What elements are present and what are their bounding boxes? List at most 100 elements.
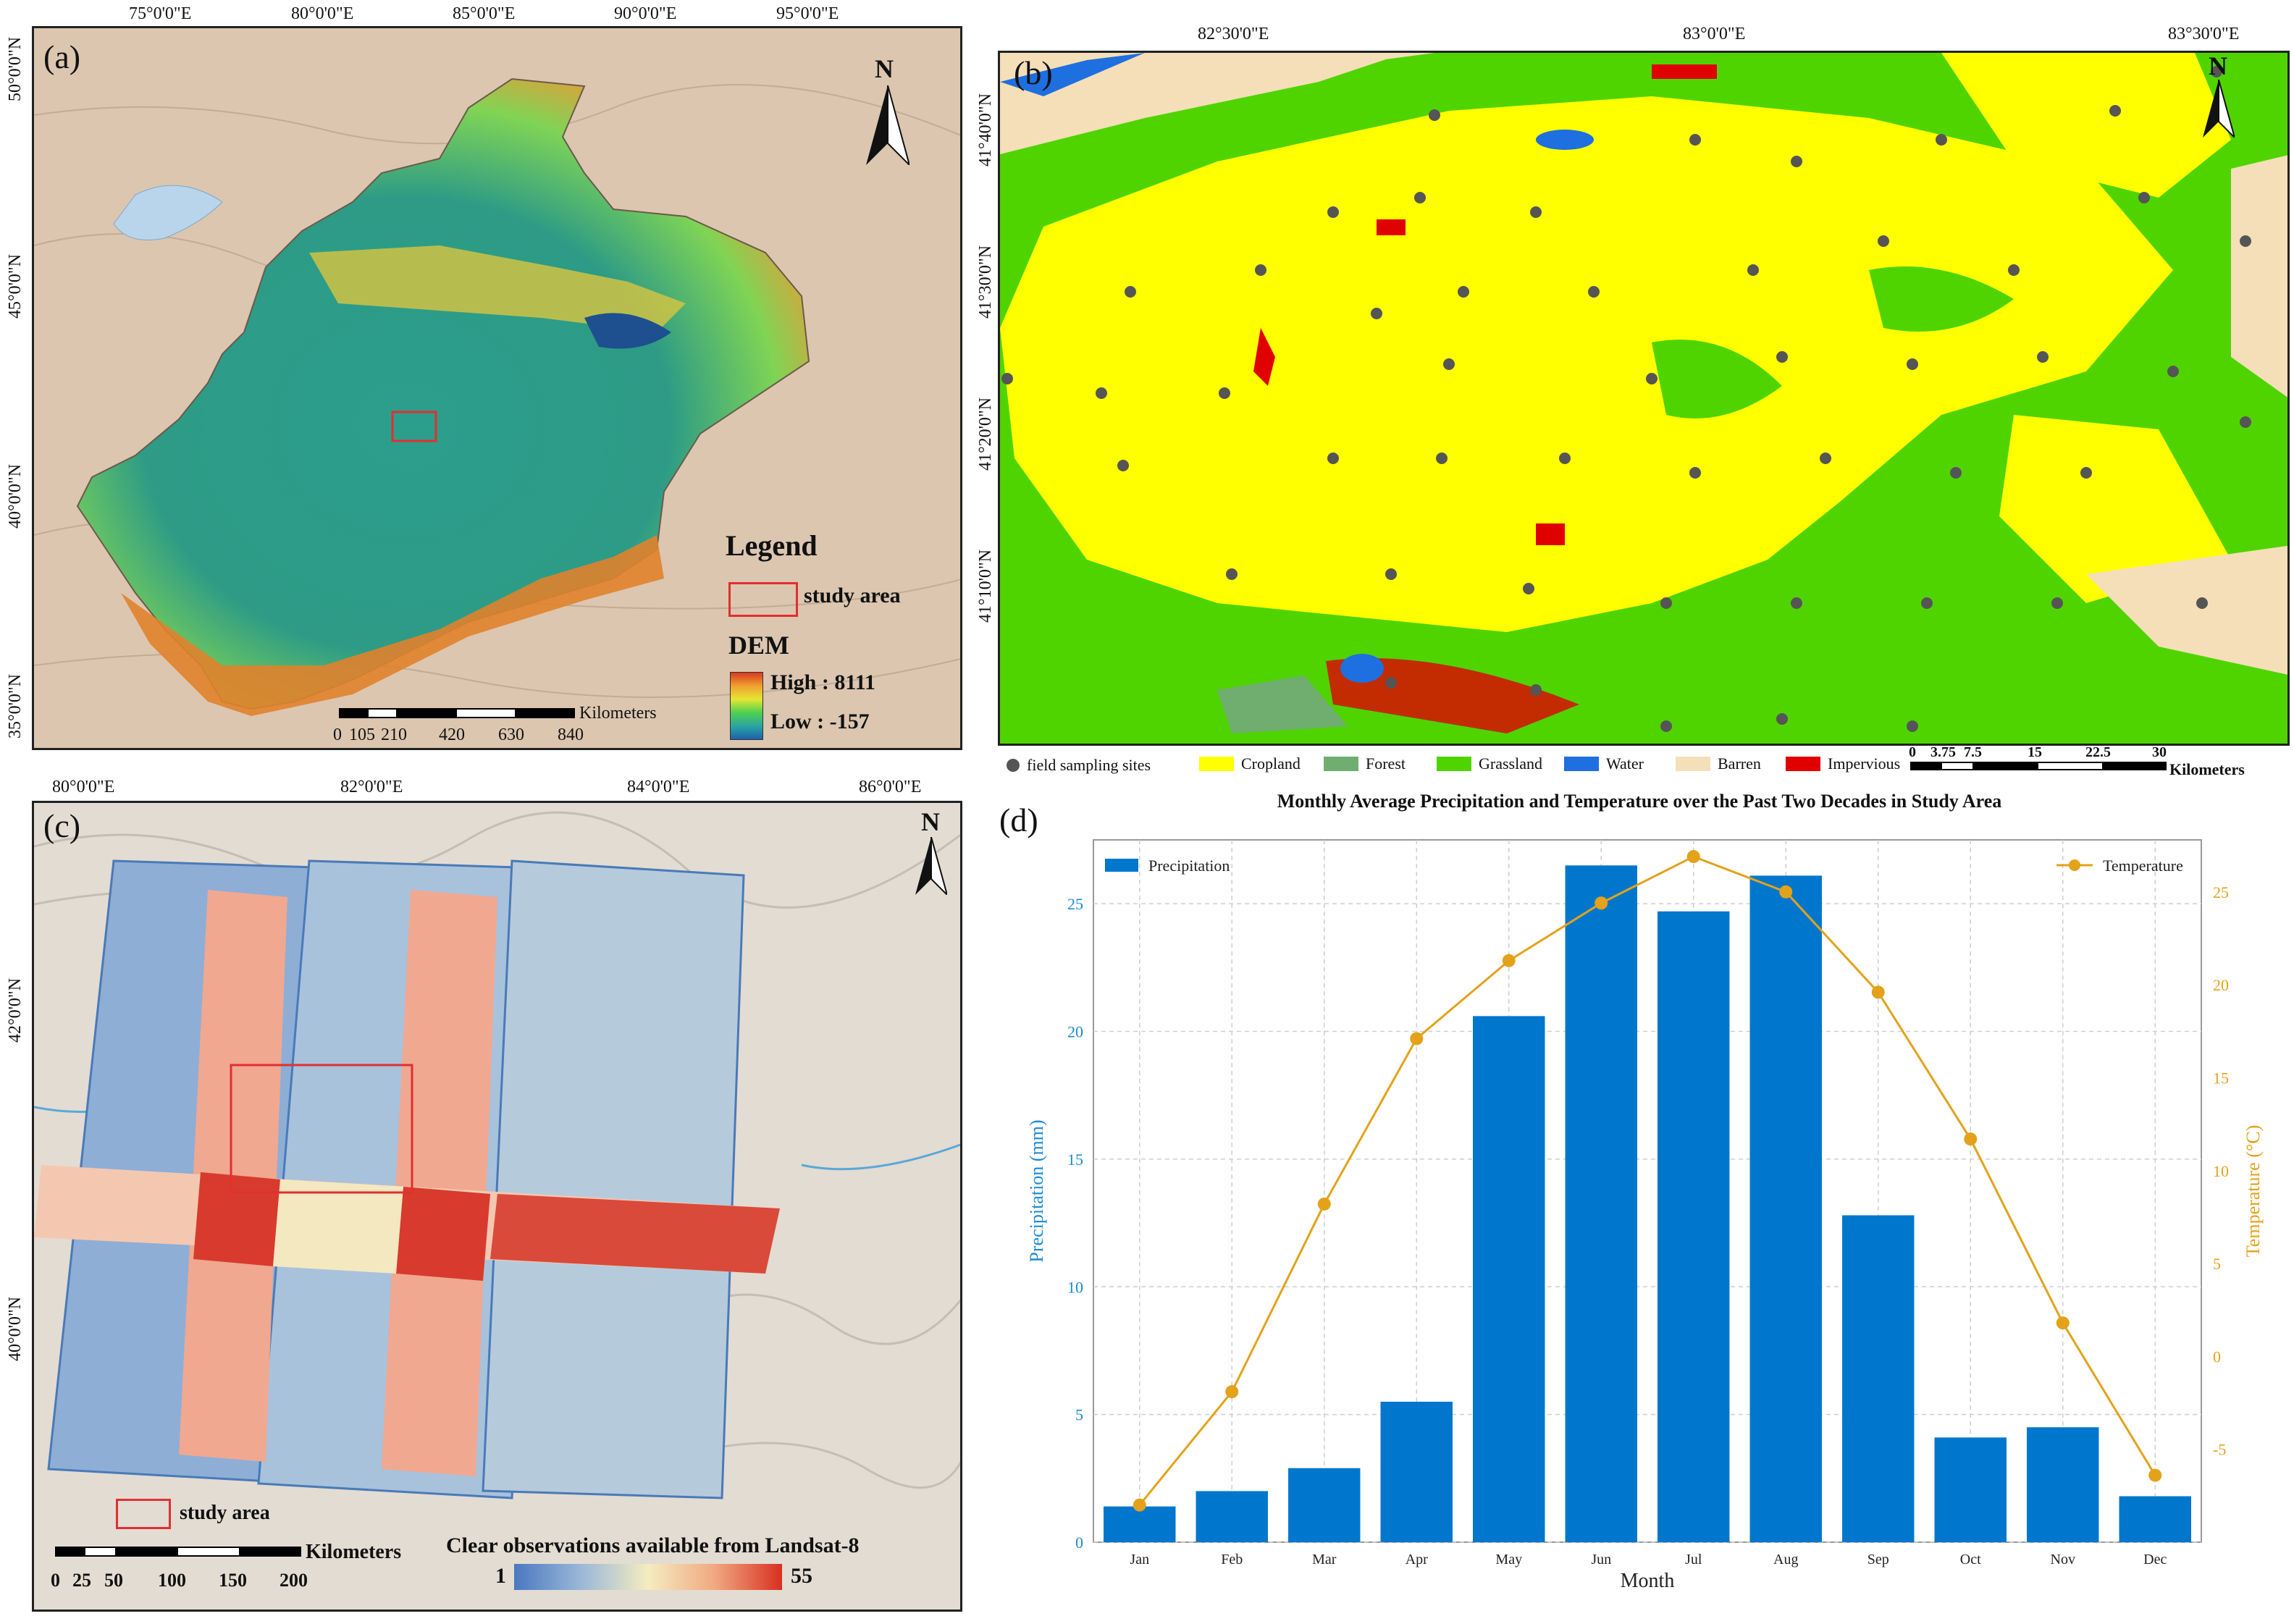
north-label: N <box>921 807 940 836</box>
sampling-site-icon <box>1007 759 1020 772</box>
lon-tick: 83°30'0"E <box>2168 25 2240 43</box>
lon-tick: 86°0'0"E <box>859 778 922 796</box>
legend-item: Water <box>1564 754 1644 773</box>
scale-label: 630 <box>498 725 524 744</box>
scale-label: 0 <box>333 725 342 744</box>
x-tick-label: Jan <box>1130 1552 1149 1568</box>
precipitation-bar <box>1288 1468 1361 1542</box>
water-swatch <box>1564 757 1599 771</box>
precipitation-bar <box>1473 1016 1545 1542</box>
scale-bar <box>55 1547 301 1557</box>
panel-a-map <box>32 26 962 750</box>
y-left-tick-label: 15 <box>1067 1150 1083 1169</box>
plot-area <box>1093 839 2202 1543</box>
precipitation-bar <box>1658 911 1730 1542</box>
precipitation-bar <box>2027 1427 2099 1542</box>
legend-item: Impervious <box>1786 754 1900 773</box>
scale-label: 50 <box>104 1570 123 1591</box>
precipitation-bar <box>1842 1215 1915 1542</box>
lon-tick: 90°0'0"E <box>614 4 677 23</box>
lat-tick: 45°0'0"N <box>6 253 25 319</box>
panel-b-map <box>998 51 2290 746</box>
north-label: N <box>2209 51 2227 80</box>
precipitation-bar <box>1565 865 1637 1542</box>
barren-swatch <box>1676 757 1710 771</box>
panel-c-label: (c) <box>43 807 81 844</box>
study-area-box <box>230 1064 413 1194</box>
study-area-swatch <box>116 1499 171 1529</box>
y-left-tick-label: 0 <box>1075 1533 1083 1552</box>
scale-label: 420 <box>439 725 465 744</box>
panel-a-label: (a) <box>43 38 81 75</box>
panel-c-map <box>32 801 962 1612</box>
x-axis-label: Month <box>1621 1570 1675 1592</box>
lat-tick: 41°20'0"N <box>976 397 995 471</box>
y-right-tick-label: 20 <box>2213 976 2229 994</box>
precipitation-bar <box>1749 875 1822 1542</box>
study-area-label: study area <box>180 1502 270 1524</box>
chart-title: Monthly Average Precipitation and Temper… <box>1277 791 2002 812</box>
y-left-tick-label: 10 <box>1067 1278 1083 1296</box>
temperature-legend-label: Temperature <box>2103 857 2183 875</box>
scale-label: 210 <box>381 725 407 744</box>
lon-tick: 80°0'0"E <box>291 4 354 23</box>
y-right-tick-label: 15 <box>2213 1069 2229 1087</box>
lat-tick: 41°40'0"N <box>976 93 995 167</box>
lon-tick: 83°0'0"E <box>1683 25 1746 43</box>
x-tick-label: Jul <box>1685 1552 1702 1568</box>
scale-label: 15 <box>2028 744 2042 760</box>
y-right-tick-label: -5 <box>2213 1441 2226 1459</box>
scale-label: 100 <box>158 1570 186 1591</box>
temperature-point <box>1502 954 1516 967</box>
lon-tick: 84°0'0"E <box>627 778 690 796</box>
lon-tick: 75°0'0"E <box>129 4 192 23</box>
dem-colorbar <box>730 672 763 740</box>
colorbar-title: Clear observations available from Landsa… <box>446 1533 860 1557</box>
lon-tick: 82°0'0"E <box>340 778 403 796</box>
dem-title: DEM <box>728 631 789 660</box>
precipitation-bar <box>1104 1506 1176 1542</box>
x-tick-label: Apr <box>1406 1552 1428 1568</box>
temperature-point <box>1133 1498 1146 1512</box>
lon-tick: 82°30'0"E <box>1198 25 1269 43</box>
landcover-map <box>1000 53 2287 744</box>
study-area-box <box>391 411 437 442</box>
north-label: N <box>875 54 894 83</box>
x-tick-label: Aug <box>1773 1552 1798 1568</box>
legend-item: Forest <box>1324 754 1406 773</box>
precipitation-legend-label: Precipitation <box>1148 857 1230 875</box>
panel-b-label: (b) <box>1014 54 1053 91</box>
scale-unit: Kilometers <box>579 704 657 723</box>
scale-unit: Kilometers <box>306 1541 402 1563</box>
scale-label: 25 <box>72 1570 91 1591</box>
impervious-swatch <box>1786 757 1820 771</box>
study-area-label: study area <box>804 584 901 607</box>
cropland-swatch <box>1199 757 1234 771</box>
lon-tick: 95°0'0"E <box>776 4 839 23</box>
y-right-tick-label: 0 <box>2213 1347 2221 1366</box>
temperature-point <box>1317 1197 1331 1211</box>
legend-title: Legend <box>726 529 818 562</box>
scale-label: 105 <box>349 725 375 744</box>
scale-label: 3.75 <box>1930 744 1956 760</box>
scale-bar <box>1910 762 2167 770</box>
legend-item: Grassland <box>1437 754 1542 773</box>
temperature-point <box>1595 896 1608 910</box>
y-right-tick-label: 10 <box>2213 1162 2229 1180</box>
y-right-tick-label: 25 <box>2213 883 2229 901</box>
lon-tick: 85°0'0"E <box>453 4 516 23</box>
panel-b: (b) 82°30'0"E 83°0'0"E 83°30'0"E 41°40'0… <box>976 0 2294 789</box>
temperature-point <box>1871 985 1885 999</box>
dem-low: Low : -157 <box>770 710 870 733</box>
landsat-colorbar <box>514 1564 782 1590</box>
y-left-tick-label: 25 <box>1067 895 1083 913</box>
colorbar-min: 1 <box>495 1564 506 1588</box>
temperature-point <box>2148 1468 2162 1482</box>
north-arrow-icon <box>866 85 909 165</box>
dem-map <box>34 28 960 748</box>
lat-tick: 50°0'0"N <box>6 36 25 101</box>
temperature-point <box>1964 1132 1978 1146</box>
precipitation-bar <box>1934 1437 2007 1542</box>
study-area-swatch <box>728 582 798 617</box>
x-tick-label: Nov <box>2051 1552 2075 1568</box>
